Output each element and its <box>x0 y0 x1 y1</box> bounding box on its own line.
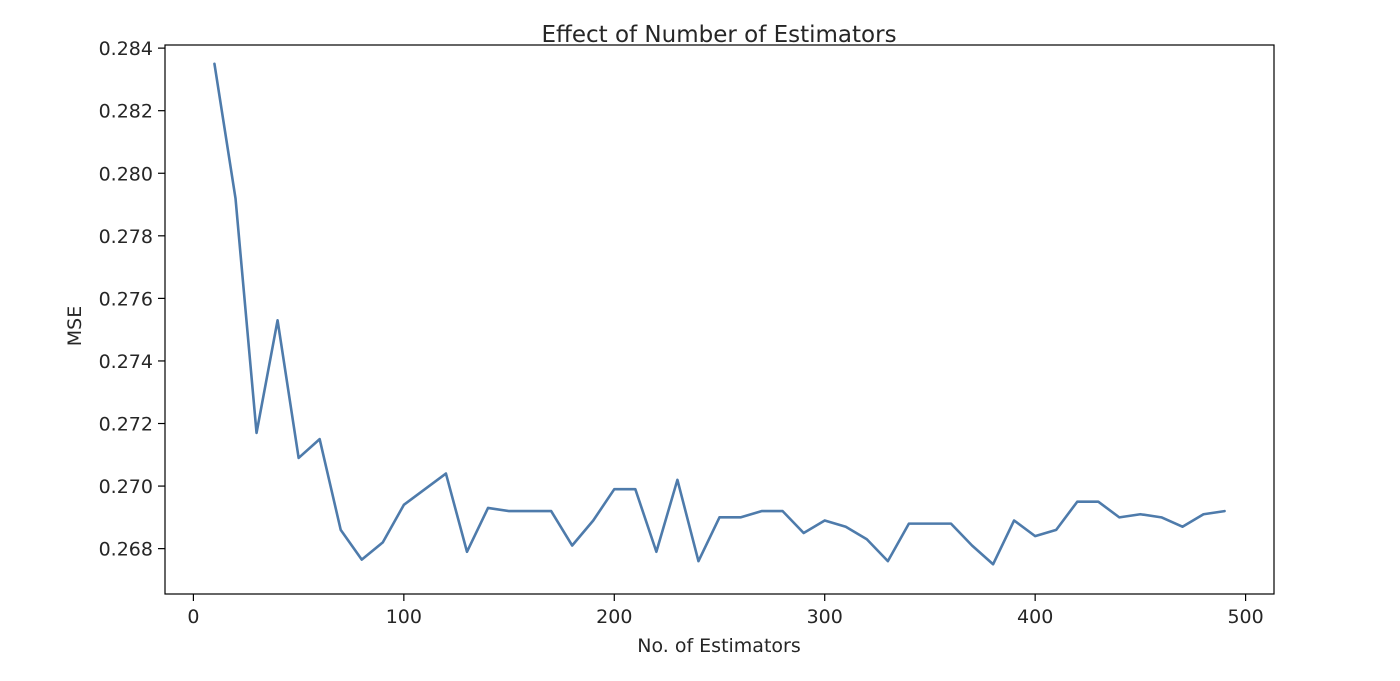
y-tick-label: 0.278 <box>99 226 153 248</box>
y-tick-label: 0.284 <box>99 38 153 60</box>
x-axis-label: No. of Estimators <box>637 635 801 657</box>
y-tick-label: 0.282 <box>99 101 153 123</box>
x-tick-label: 400 <box>1017 606 1053 628</box>
mse-series-line <box>213 62 1226 566</box>
x-tick-label: 100 <box>386 606 422 628</box>
y-tick-label: 0.276 <box>99 288 153 310</box>
y-tick-label: 0.274 <box>99 351 153 373</box>
y-tick-label: 0.280 <box>99 163 153 185</box>
x-tick-label: 300 <box>807 606 843 628</box>
y-axis-label: MSE <box>64 306 86 346</box>
x-tick-label: 0 <box>187 606 199 628</box>
y-tick-label: 0.270 <box>99 476 153 498</box>
x-tick-label: 200 <box>596 606 632 628</box>
x-axis: 0 100 200 300 400 500 <box>187 594 1264 628</box>
y-tick-label: 0.268 <box>99 539 153 561</box>
plot-frame <box>164 44 1275 595</box>
plot-area <box>164 44 1275 595</box>
chart-title: Effect of Number of Estimators <box>541 22 896 48</box>
y-axis: 0.268 0.270 0.272 0.274 0.276 0.278 0.280 0.282… <box>99 38 165 561</box>
x-tick-label: 500 <box>1227 606 1263 628</box>
y-tick-label: 0.272 <box>99 414 153 436</box>
